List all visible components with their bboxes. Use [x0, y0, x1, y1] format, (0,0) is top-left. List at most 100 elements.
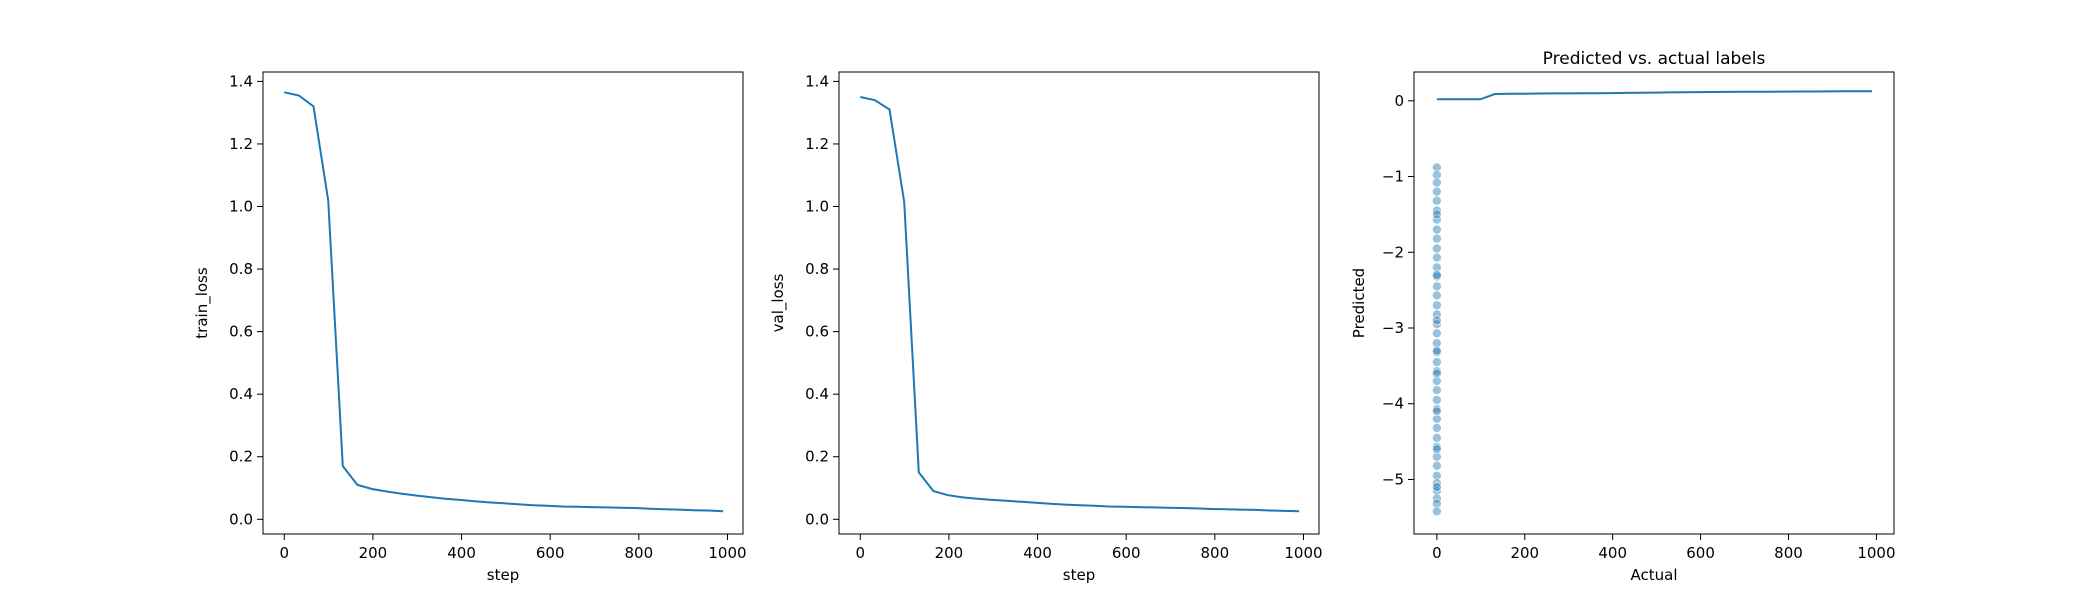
predicted-vs-actual-scatter-point [1432, 423, 1442, 433]
val-loss-x-tick-label: 800 [1201, 544, 1230, 562]
val-loss-y-tick-label: 0.2 [805, 448, 829, 466]
predicted-vs-actual-axes-frame [1413, 71, 1895, 535]
train-loss-y-tick-label: 0.4 [229, 385, 253, 403]
predicted-vs-actual-scatter-point [1432, 195, 1442, 206]
predicted-vs-actual-series-line [1436, 90, 1872, 101]
train-loss-y-tick-label: 0.6 [229, 323, 253, 341]
predicted-vs-actual-scatter-point [1432, 482, 1442, 492]
val-loss-y-tick-label: 1.4 [805, 72, 829, 90]
predicted-vs-actual-scatter-point [1432, 345, 1442, 356]
train-loss-plot-area [284, 91, 724, 513]
train-loss-y-tick-label: 1.2 [229, 135, 253, 153]
predicted-vs-actual-scatter-point [1432, 478, 1442, 489]
predicted-vs-actual-y-tick-label: −1 [1382, 168, 1404, 186]
predicted-vs-actual-x-axis-label: Actual [1631, 566, 1678, 584]
predicted-vs-actual-scatter-point [1432, 498, 1442, 509]
predicted-vs-actual-x-tick-label: 1000 [1857, 544, 1895, 562]
train-loss-series-line [284, 91, 724, 513]
predicted-vs-actual-scatter-point [1432, 470, 1442, 481]
predicted-vs-actual-scatter-point [1432, 433, 1442, 443]
val-loss-x-tick-label: 1000 [1284, 544, 1322, 562]
predicted-vs-actual-scatter-point [1432, 368, 1442, 379]
predicted-vs-actual-scatter-point [1432, 209, 1442, 220]
predicted-vs-actual-scatter-point [1432, 486, 1442, 496]
predicted-vs-actual-scatter-point [1432, 442, 1442, 452]
predicted-vs-actual-scatter-point [1432, 406, 1442, 417]
val-loss-x-tick-label: 600 [1112, 544, 1141, 562]
val-loss-x-axis-label: step [1063, 566, 1095, 584]
predicted-vs-actual-scatter-point [1432, 444, 1442, 454]
predicted-vs-actual-x-tick-label: 600 [1686, 544, 1715, 562]
predicted-vs-actual-scatter-point [1432, 214, 1442, 225]
predicted-vs-actual-scatter-point [1432, 506, 1442, 517]
train-loss-panel: 0 200 400 600 800 1000 0.0 0.2 0.4 0.6 0.8 1.0 1.2 1.… [193, 71, 747, 584]
predicted-vs-actual-scatter-point [1432, 281, 1442, 292]
predicted-vs-actual-scatter-point [1432, 328, 1442, 339]
predicted-vs-actual-title: Predicted vs. actual labels [1543, 49, 1766, 69]
train-loss-y-tick-label: 1.4 [229, 72, 253, 90]
predicted-vs-actual-x-tick-label: 800 [1774, 544, 1803, 562]
predicted-vs-actual-x-tick-label: 0 [1432, 544, 1442, 562]
predicted-vs-actual-y-tick-label: 0 [1394, 92, 1404, 110]
predicted-vs-actual-scatter-point [1432, 357, 1442, 367]
val-loss-y-tick-label: 0.4 [805, 385, 829, 403]
train-loss-y-axis-label: train_loss [193, 267, 212, 339]
val-loss-y-tick-label: 0.8 [805, 260, 829, 278]
predicted-vs-actual-scatter-point [1432, 461, 1442, 471]
val-loss-ticks: 0 200 400 600 800 1000 0.0 0.2 0.4 0.6 0.8 1.0 1.2 1.… [805, 72, 1322, 562]
train-loss-x-tick-label: 400 [447, 544, 476, 562]
predicted-vs-actual-scatter-point [1432, 404, 1442, 414]
train-loss-y-tick-label: 0.0 [229, 510, 253, 528]
predicted-vs-actual-y-tick-label: −2 [1382, 243, 1404, 261]
val-loss-panel: 0 200 400 600 800 1000 0.0 0.2 0.4 0.6 0.8 1.0 1.2 1.… [769, 71, 1323, 584]
train-loss-x-tick-label: 0 [280, 544, 290, 562]
predicted-vs-actual-scatter-point [1432, 233, 1442, 244]
val-loss-x-tick-label: 400 [1023, 544, 1052, 562]
val-loss-y-tick-label: 0.6 [805, 323, 829, 341]
predicted-vs-actual-ticks: 0 200 400 600 800 1000 −5 −4 −3 −2 −1 0 [1382, 92, 1896, 562]
predicted-vs-actual-scatter-point [1432, 385, 1442, 395]
train-loss-x-tick-label: 600 [536, 544, 565, 562]
val-loss-x-tick-label: 0 [856, 544, 866, 562]
predicted-vs-actual-scatter-point [1432, 177, 1442, 188]
predicted-vs-actual-scatter-point [1432, 162, 1442, 173]
predicted-vs-actual-scatter-point [1432, 252, 1442, 263]
predicted-vs-actual-scatter-point [1432, 290, 1442, 301]
val-loss-plot-area [860, 96, 1300, 513]
predicted-vs-actual-panel: Predicted vs. actual labels 0 200 400 600 80… [1350, 49, 1896, 584]
val-loss-y-tick-label: 0.0 [805, 510, 829, 528]
predicted-vs-actual-y-tick-label: −3 [1382, 319, 1404, 337]
predicted-vs-actual-scatter-point [1432, 493, 1442, 504]
val-loss-y-axis-label: val_loss [769, 273, 788, 332]
train-loss-ticks: 0 200 400 600 800 1000 0.0 0.2 0.4 0.6 0.8 1.0 1.2 1.… [229, 72, 746, 562]
predicted-vs-actual-scatter-point [1432, 366, 1442, 376]
predicted-vs-actual-scatter-point [1432, 300, 1442, 311]
val-loss-x-tick-label: 200 [935, 544, 964, 562]
train-loss-y-tick-label: 0.8 [229, 260, 253, 278]
predicted-vs-actual-x-tick-label: 400 [1598, 544, 1627, 562]
train-loss-x-tick-label: 200 [359, 544, 388, 562]
val-loss-y-tick-label: 1.2 [805, 135, 829, 153]
predicted-vs-actual-scatter-point [1432, 243, 1442, 254]
train-loss-x-axis-label: step [487, 566, 519, 584]
predicted-vs-actual-scatter-point [1432, 186, 1442, 197]
predicted-vs-actual-scatter-point [1432, 395, 1442, 405]
predicted-vs-actual-scatter-point [1432, 170, 1442, 180]
predicted-vs-actual-scatter-point [1432, 270, 1442, 280]
val-loss-series-line [860, 96, 1300, 513]
predicted-vs-actual-x-tick-label: 200 [1510, 544, 1539, 562]
predicted-vs-actual-y-axis-label: Predicted [1350, 268, 1368, 338]
train-loss-y-tick-label: 1.0 [229, 198, 253, 216]
val-loss-y-tick-label: 1.0 [805, 198, 829, 216]
predicted-vs-actual-plot-area [1432, 90, 1872, 517]
train-loss-y-tick-label: 0.2 [229, 448, 253, 466]
val-loss-axes-frame [838, 71, 1320, 535]
predicted-vs-actual-y-tick-label: −5 [1382, 470, 1404, 488]
predicted-vs-actual-y-tick-label: −4 [1382, 395, 1404, 413]
predicted-vs-actual-scatter-point [1432, 315, 1442, 326]
predicted-vs-actual-scatter-point [1432, 224, 1442, 235]
train-loss-x-tick-label: 800 [625, 544, 654, 562]
train-loss-x-tick-label: 1000 [708, 544, 746, 562]
